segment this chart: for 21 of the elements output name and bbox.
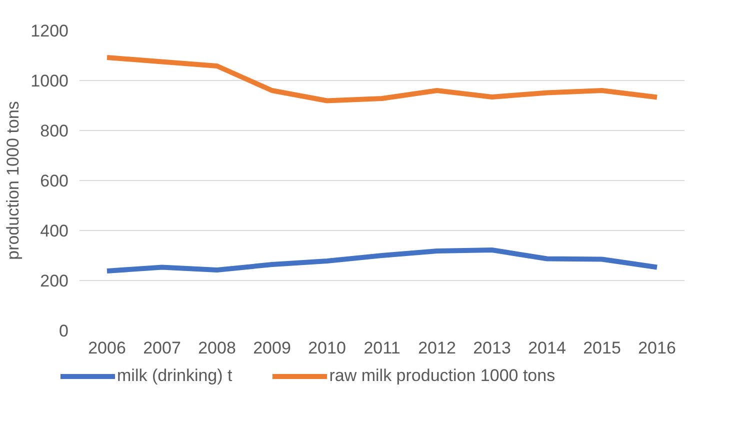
legend-label: milk (drinking) t: [117, 366, 232, 386]
y-tick-label: 400: [40, 222, 69, 240]
x-tick-label: 2012: [418, 338, 456, 358]
x-tick-label: 2016: [638, 338, 676, 358]
y-tick-label: 800: [40, 122, 69, 140]
x-tick-label: 2008: [198, 338, 236, 358]
y-tick-label: 200: [40, 272, 69, 290]
x-tick-label: 2014: [528, 338, 566, 358]
x-tick-label: 2013: [473, 338, 511, 358]
y-tick-label: 1000: [30, 72, 69, 90]
y-tick-label: 0: [59, 322, 69, 340]
legend-label: raw milk production 1000 tons: [329, 366, 556, 386]
x-tick-label: 2007: [143, 338, 181, 358]
x-tick-label: 2010: [308, 338, 346, 358]
y-tick-label: 600: [40, 172, 69, 190]
y-tick-label: 1200: [30, 22, 69, 40]
x-tick-label: 2009: [253, 338, 291, 358]
y-axis-title: production 1000 tons: [4, 101, 23, 260]
x-tick-label: 2015: [583, 338, 621, 358]
x-tick-label: 2011: [364, 338, 400, 358]
x-tick-label: 2006: [88, 338, 126, 358]
